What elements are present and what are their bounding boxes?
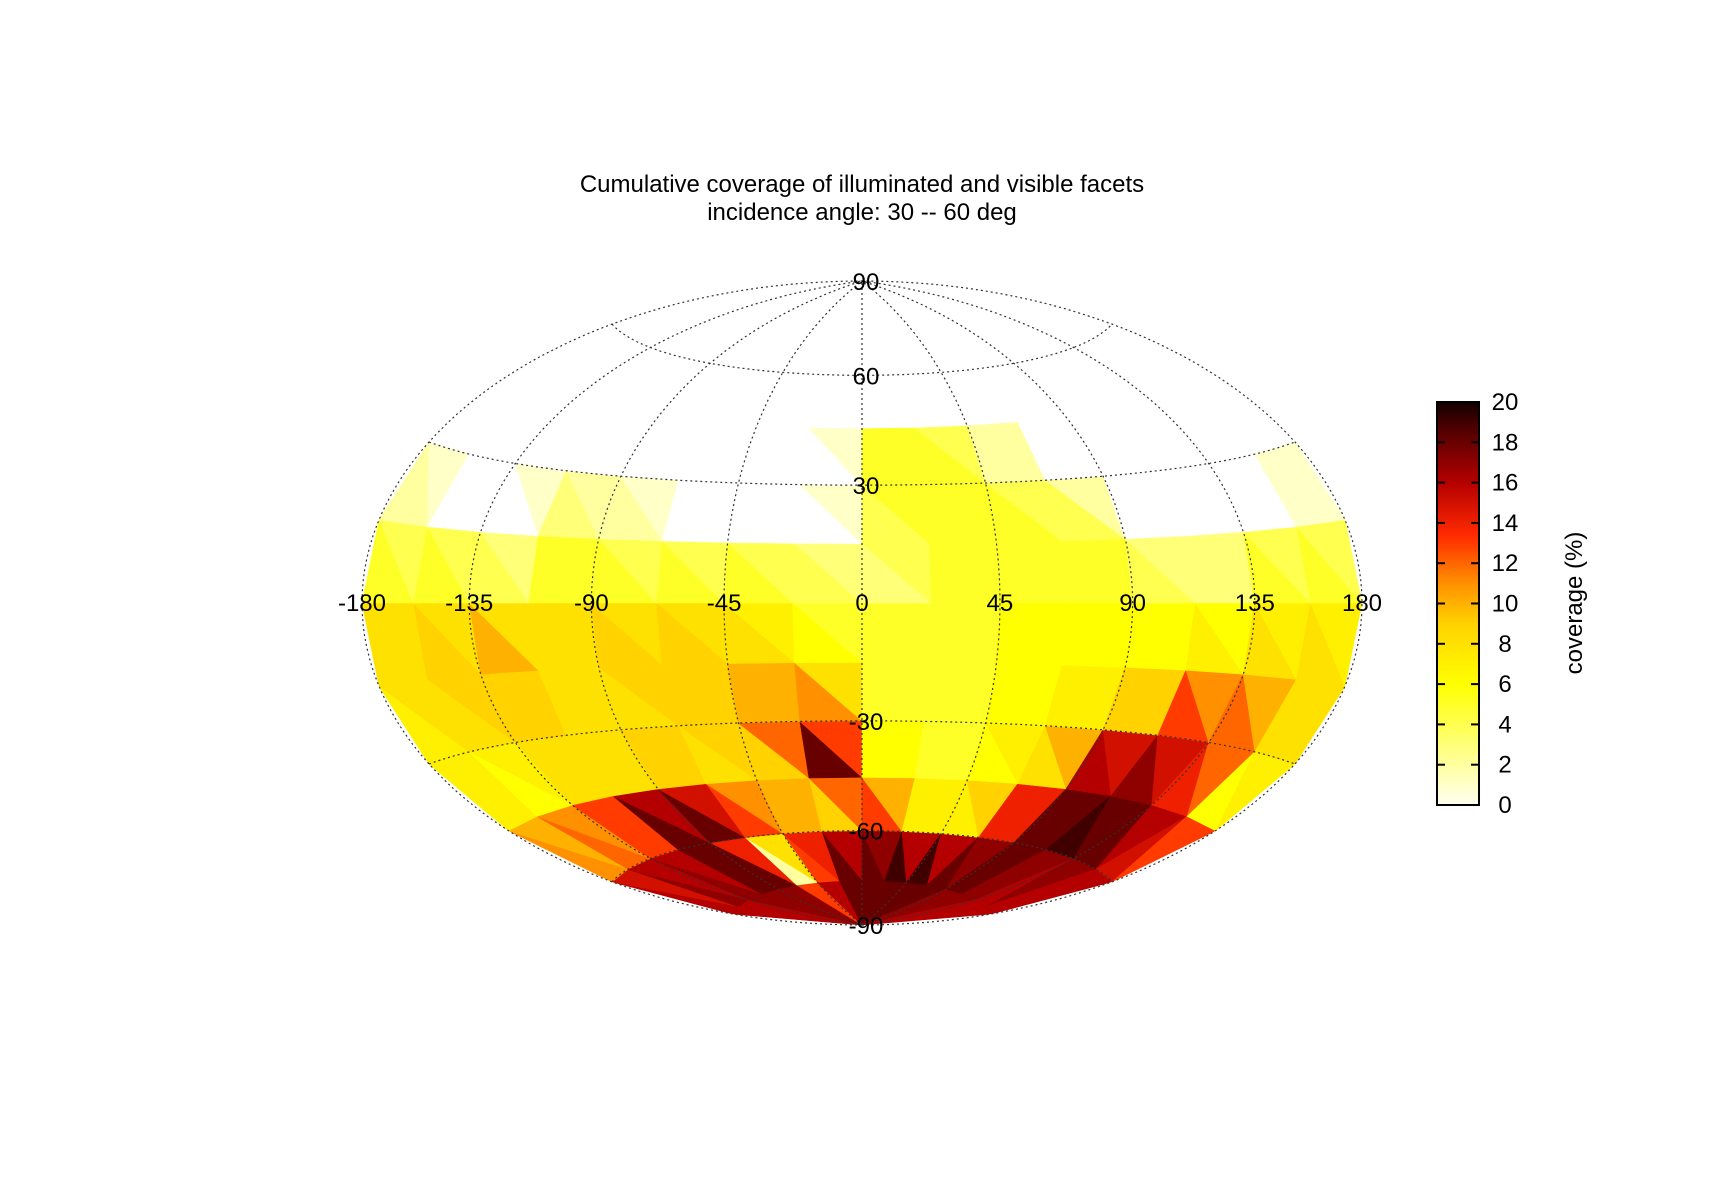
meridian-line — [861, 280, 1363, 926]
coverage-cells — [362, 374, 1362, 925]
longitude-tick-label: -90 — [574, 590, 609, 617]
colorbar-tick-label: 4 — [1498, 711, 1511, 738]
coverage-cell — [378, 440, 430, 527]
meridian-line — [861, 280, 1001, 926]
colorbar-tick-label: 12 — [1492, 550, 1519, 577]
parallel-line — [611, 830, 1113, 883]
longitude-labels: -180 -135 -90 -45 0 45 90 135 180 — [338, 590, 1382, 617]
colorbar-tick-label: 6 — [1498, 671, 1511, 698]
longitude-tick-label: 45 — [987, 590, 1014, 617]
meridian-line — [861, 280, 1134, 926]
coverage-cell — [1186, 374, 1296, 443]
longitude-tick-label: 90 — [1119, 590, 1146, 617]
latitude-tick-label: -30 — [849, 709, 884, 736]
coverage-cell — [1294, 679, 1346, 766]
longitude-tick-label: 135 — [1235, 590, 1275, 617]
colorbar-tick-label: 2 — [1498, 752, 1511, 779]
latitude-labels: 90 60 30 -30 -60 -90 — [849, 269, 884, 940]
meridian-line — [590, 280, 863, 926]
meridian-line — [861, 280, 1256, 926]
latitude-tick-label: -90 — [849, 913, 884, 940]
parallel-line — [428, 441, 1296, 486]
latitude-tick-label: -60 — [849, 819, 884, 846]
colorbar-tick-label: 8 — [1498, 631, 1511, 658]
colorbar-tick-label: 18 — [1492, 429, 1519, 456]
chart-title: Cumulative coverage of illuminated and v… — [580, 171, 1144, 198]
longitude-tick-label: 180 — [1342, 590, 1382, 617]
colorbar: 0 2 4 6 8 10 12 14 16 18 20 coverage (%) — [1436, 389, 1588, 819]
parallel-line — [428, 720, 1296, 765]
colorbar-tick-label: 20 — [1492, 389, 1519, 416]
graticule — [361, 280, 1363, 926]
latitude-tick-label: 90 — [853, 269, 880, 296]
colorbar-tick-label: 10 — [1492, 591, 1519, 618]
longitude-tick-label: -45 — [707, 590, 742, 617]
parallel-line — [611, 323, 1113, 376]
colorbar-tick-label: 14 — [1492, 510, 1519, 537]
longitude-tick-label: 0 — [855, 590, 868, 617]
latitude-tick-label: 30 — [853, 473, 880, 500]
longitude-tick-label: -135 — [445, 590, 493, 617]
colorbar-ticks: 0 2 4 6 8 10 12 14 16 18 20 — [1437, 389, 1518, 819]
colorbar-tick-label: 16 — [1492, 470, 1519, 497]
chart-subtitle: incidence angle: 30 -- 60 deg — [707, 199, 1017, 226]
latitude-tick-label: 60 — [853, 363, 880, 390]
colorbar-tick-label: 0 — [1498, 792, 1511, 819]
colorbar-label: coverage (%) — [1561, 532, 1588, 675]
longitude-tick-label: -180 — [338, 590, 386, 617]
